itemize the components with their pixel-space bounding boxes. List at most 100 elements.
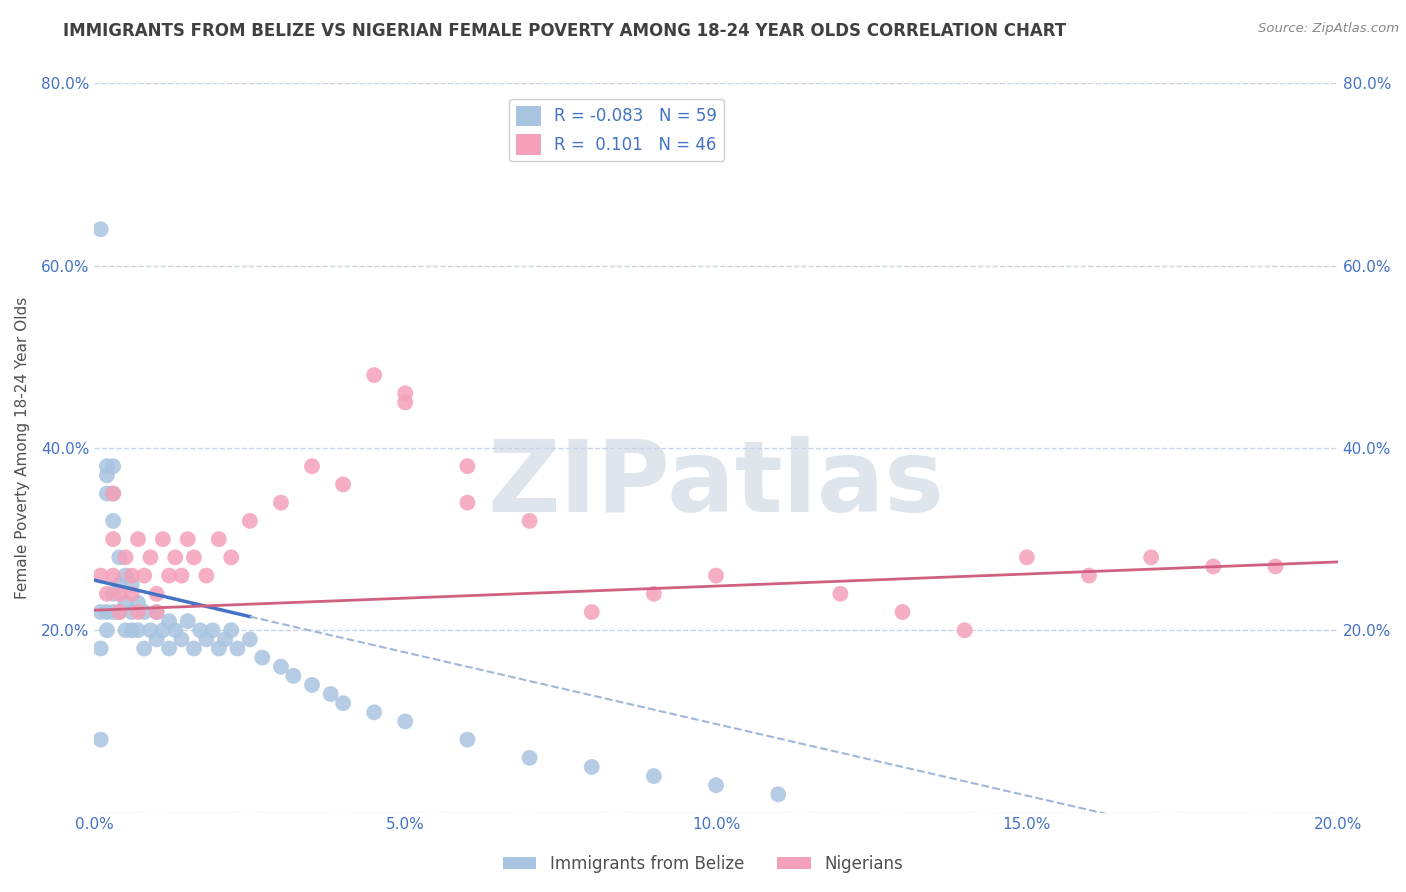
Point: [183, 550, 205, 565]
Point: [208, 641, 231, 656]
Point: [270, 496, 292, 510]
Point: [165, 624, 187, 638]
Point: [108, 577, 131, 591]
Point: [145, 587, 167, 601]
Point: [704, 778, 727, 792]
Point: [127, 532, 149, 546]
Point: [177, 614, 200, 628]
Point: [456, 496, 478, 510]
Point: [581, 760, 603, 774]
Point: [252, 650, 274, 665]
Point: [114, 624, 136, 638]
Point: [456, 732, 478, 747]
Point: [145, 605, 167, 619]
Point: [1078, 568, 1101, 582]
Point: [219, 550, 242, 565]
Point: [90, 605, 112, 619]
Point: [101, 532, 124, 546]
Point: [96, 468, 118, 483]
Point: [283, 669, 305, 683]
Point: [127, 605, 149, 619]
Point: [519, 514, 541, 528]
Point: [519, 751, 541, 765]
Point: [363, 368, 385, 382]
Point: [96, 486, 118, 500]
Point: [90, 732, 112, 747]
Point: [319, 687, 342, 701]
Point: [157, 641, 180, 656]
Point: [226, 641, 249, 656]
Point: [891, 605, 914, 619]
Point: [170, 632, 193, 647]
Point: [394, 714, 416, 729]
Point: [145, 632, 167, 647]
Point: [953, 624, 976, 638]
Point: [456, 459, 478, 474]
Point: [214, 632, 236, 647]
Point: [121, 605, 143, 619]
Point: [766, 787, 789, 801]
Point: [96, 624, 118, 638]
Point: [121, 624, 143, 638]
Point: [108, 587, 131, 601]
Point: [101, 587, 124, 601]
Point: [101, 486, 124, 500]
Point: [101, 568, 124, 582]
Point: [152, 624, 174, 638]
Point: [239, 514, 262, 528]
Point: [165, 550, 187, 565]
Point: [301, 459, 323, 474]
Point: [134, 641, 156, 656]
Point: [332, 477, 354, 491]
Point: [1140, 550, 1163, 565]
Point: [1202, 559, 1225, 574]
Point: [134, 605, 156, 619]
Point: [90, 222, 112, 236]
Point: [108, 605, 131, 619]
Point: [239, 632, 262, 647]
Point: [581, 605, 603, 619]
Point: [96, 587, 118, 601]
Point: [830, 587, 852, 601]
Point: [101, 459, 124, 474]
Point: [643, 587, 665, 601]
Point: [127, 624, 149, 638]
Text: ZIPatlas: ZIPatlas: [488, 436, 945, 533]
Point: [96, 605, 118, 619]
Point: [394, 386, 416, 401]
Point: [121, 587, 143, 601]
Point: [127, 596, 149, 610]
Point: [145, 605, 167, 619]
Point: [188, 624, 211, 638]
Point: [1015, 550, 1038, 565]
Point: [90, 568, 112, 582]
Point: [301, 678, 323, 692]
Y-axis label: Female Poverty Among 18-24 Year Olds: Female Poverty Among 18-24 Year Olds: [15, 297, 30, 599]
Point: [114, 568, 136, 582]
Point: [183, 641, 205, 656]
Point: [270, 659, 292, 673]
Text: Source: ZipAtlas.com: Source: ZipAtlas.com: [1258, 22, 1399, 36]
Point: [170, 568, 193, 582]
Point: [643, 769, 665, 783]
Point: [195, 632, 218, 647]
Point: [219, 624, 242, 638]
Text: IMMIGRANTS FROM BELIZE VS NIGERIAN FEMALE POVERTY AMONG 18-24 YEAR OLDS CORRELAT: IMMIGRANTS FROM BELIZE VS NIGERIAN FEMAL…: [63, 22, 1066, 40]
Legend: R = -0.083   N = 59, R =  0.101   N = 46: R = -0.083 N = 59, R = 0.101 N = 46: [509, 99, 724, 161]
Point: [157, 614, 180, 628]
Point: [363, 706, 385, 720]
Point: [101, 605, 124, 619]
Point: [134, 568, 156, 582]
Point: [114, 550, 136, 565]
Point: [394, 395, 416, 409]
Legend: Immigrants from Belize, Nigerians: Immigrants from Belize, Nigerians: [496, 848, 910, 880]
Point: [108, 550, 131, 565]
Point: [152, 532, 174, 546]
Point: [108, 605, 131, 619]
Point: [1264, 559, 1286, 574]
Point: [139, 550, 162, 565]
Point: [101, 514, 124, 528]
Point: [96, 459, 118, 474]
Point: [704, 568, 727, 582]
Point: [121, 568, 143, 582]
